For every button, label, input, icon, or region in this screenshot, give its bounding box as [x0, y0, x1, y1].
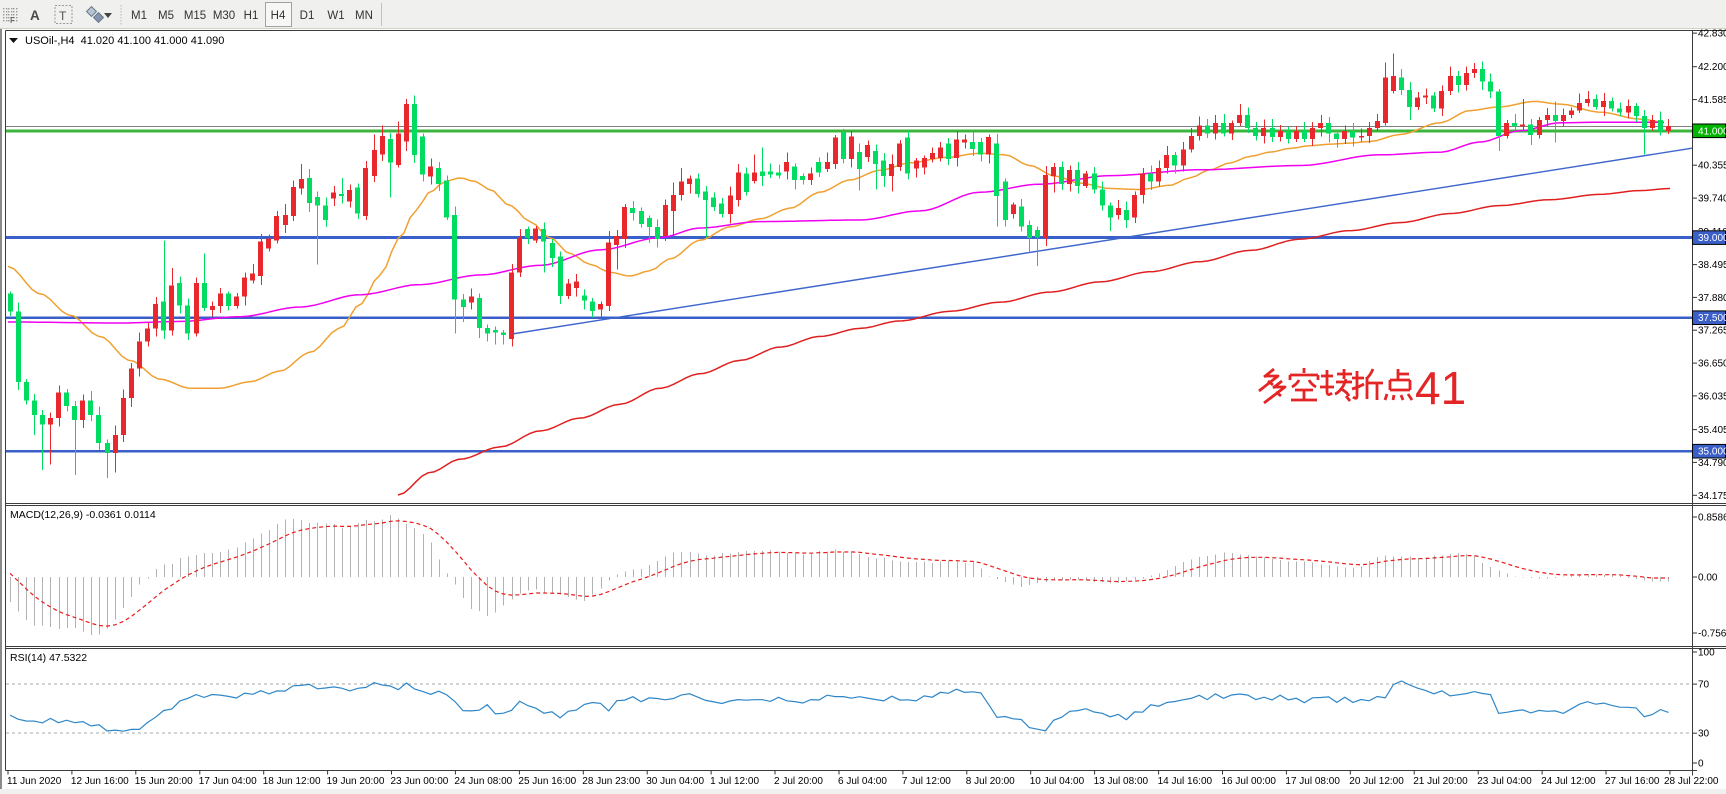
svg-text:M5: M5: [158, 10, 174, 22]
svg-text:14 Jul 16:00: 14 Jul 16:00: [1158, 776, 1213, 787]
svg-text:34.790: 34.790: [1698, 458, 1726, 469]
svg-text:13 Jul 08:00: 13 Jul 08:00: [1094, 776, 1149, 787]
svg-text:17 Jun 04:00: 17 Jun 04:00: [199, 776, 257, 787]
svg-text:6 Jul 04:00: 6 Jul 04:00: [838, 776, 887, 787]
svg-text:30: 30: [1698, 729, 1710, 740]
svg-text:25 Jun 16:00: 25 Jun 16:00: [518, 776, 576, 787]
svg-text:0.8586: 0.8586: [1698, 513, 1726, 524]
svg-text:M30: M30: [213, 10, 235, 22]
svg-text:19 Jun 20:00: 19 Jun 20:00: [327, 776, 385, 787]
svg-text:18 Jun 12:00: 18 Jun 12:00: [263, 776, 321, 787]
svg-text:27 Jul 16:00: 27 Jul 16:00: [1605, 776, 1660, 787]
svg-text:41.585: 41.585: [1698, 95, 1726, 106]
svg-text:M15: M15: [184, 10, 206, 22]
svg-text:24 Jun 08:00: 24 Jun 08:00: [454, 776, 512, 787]
svg-text:7 Jul 12:00: 7 Jul 12:00: [902, 776, 951, 787]
svg-text:37.880: 37.880: [1698, 293, 1726, 304]
svg-text:10 Jul 04:00: 10 Jul 04:00: [1030, 776, 1085, 787]
svg-text:RSI(14) 47.5322: RSI(14) 47.5322: [10, 652, 87, 664]
svg-text:USOil-,H4 41.020 41.100 41.00: USOil-,H4 41.020 41.100 41.000 41.090: [25, 35, 224, 47]
svg-text:42.200: 42.200: [1698, 62, 1726, 73]
svg-text:M1: M1: [131, 10, 147, 22]
svg-text:12 Jun 16:00: 12 Jun 16:00: [71, 776, 129, 787]
svg-text:23 Jun 00:00: 23 Jun 00:00: [391, 776, 449, 787]
svg-text:24 Jul 12:00: 24 Jul 12:00: [1541, 776, 1596, 787]
svg-text:2 Jul 20:00: 2 Jul 20:00: [774, 776, 823, 787]
svg-text:40.355: 40.355: [1698, 161, 1726, 172]
svg-text:39.740: 39.740: [1698, 194, 1726, 205]
svg-text:38.495: 38.495: [1698, 260, 1726, 271]
svg-text:0: 0: [1698, 759, 1704, 770]
svg-text:A: A: [30, 8, 40, 23]
svg-text:15 Jun 20:00: 15 Jun 20:00: [135, 776, 193, 787]
svg-text:37.265: 37.265: [1698, 326, 1726, 337]
svg-text:28 Jun 23:00: 28 Jun 23:00: [582, 776, 640, 787]
svg-text:21 Jul 20:00: 21 Jul 20:00: [1413, 776, 1468, 787]
svg-text:MN: MN: [355, 10, 373, 22]
svg-text:100: 100: [1698, 648, 1715, 659]
svg-text:16 Jul 00:00: 16 Jul 00:00: [1222, 776, 1277, 787]
svg-text:70: 70: [1698, 680, 1710, 691]
svg-text:MACD(12,26,9) -0.0361 0.0114: MACD(12,26,9) -0.0361 0.0114: [10, 509, 156, 521]
svg-text:30 Jun 04:00: 30 Jun 04:00: [646, 776, 704, 787]
svg-text:F: F: [10, 16, 15, 25]
svg-text:H4: H4: [271, 10, 286, 22]
svg-text:1 Jul 12:00: 1 Jul 12:00: [710, 776, 759, 787]
svg-text:28 Jul 22:00: 28 Jul 22:00: [1664, 776, 1719, 787]
svg-text:34.175: 34.175: [1698, 491, 1726, 502]
svg-text:37.500: 37.500: [1698, 313, 1726, 324]
svg-text:20 Jul 12:00: 20 Jul 12:00: [1349, 776, 1404, 787]
svg-text:11 Jun 2020: 11 Jun 2020: [7, 776, 62, 787]
svg-text:0.00: 0.00: [1698, 573, 1718, 584]
svg-text:39.000: 39.000: [1698, 233, 1726, 244]
svg-text:41.000: 41.000: [1698, 126, 1726, 137]
svg-text:W1: W1: [327, 10, 344, 22]
svg-text:H1: H1: [244, 10, 259, 22]
svg-text:17 Jul 08:00: 17 Jul 08:00: [1285, 776, 1340, 787]
svg-text:23 Jul 04:00: 23 Jul 04:00: [1477, 776, 1532, 787]
svg-text:35.000: 35.000: [1698, 447, 1726, 458]
svg-text:36.035: 36.035: [1698, 391, 1726, 402]
svg-text:42.830: 42.830: [1698, 29, 1726, 40]
svg-text:-0.7562: -0.7562: [1698, 629, 1726, 640]
svg-text:D1: D1: [300, 10, 315, 22]
svg-text:35.405: 35.405: [1698, 425, 1726, 436]
svg-text:T: T: [59, 9, 67, 23]
svg-text:36.650: 36.650: [1698, 359, 1726, 370]
svg-text:41: 41: [1415, 362, 1466, 414]
svg-text:8 Jul 20:00: 8 Jul 20:00: [966, 776, 1015, 787]
